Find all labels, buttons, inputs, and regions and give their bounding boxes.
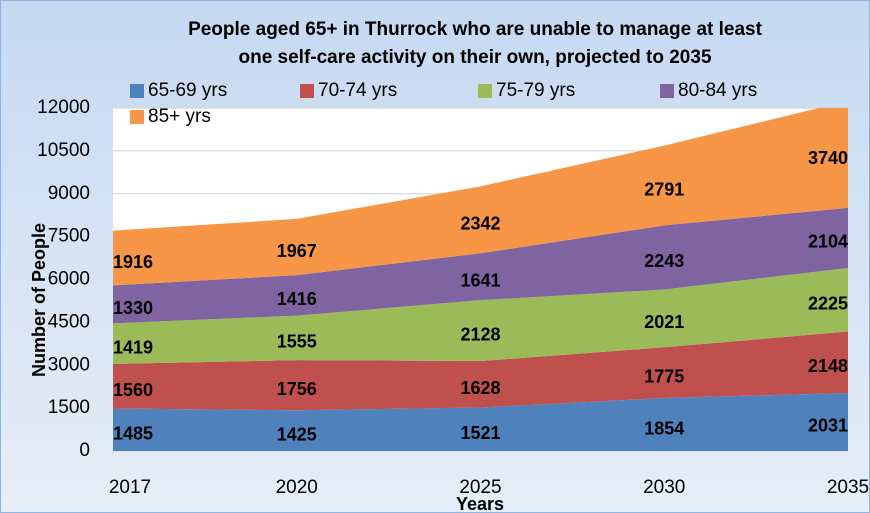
y-tick-label: 12000 [37,97,90,118]
chart-title: People aged 65+ in Thurrock who are unab… [188,19,763,40]
legend-swatch [660,84,674,98]
legend-label: 80-84 yrs [678,80,757,101]
area [113,392,848,451]
area [113,207,848,324]
data-label: 2791 [644,179,684,199]
legend-label: 70-74 yrs [318,80,397,101]
legend-swatch [130,110,144,124]
data-label: 1641 [460,270,500,290]
legend-swatch [300,84,314,98]
y-tick-label: 4500 [48,311,90,332]
legend-swatch [130,84,144,98]
data-label: 2128 [460,324,500,344]
x-tick-label: 2025 [459,477,501,498]
area [113,108,848,286]
data-label: 1560 [113,380,153,400]
y-tick-label: 0 [79,440,90,461]
data-label: 1854 [644,418,684,438]
data-label: 2021 [644,312,684,332]
legend-label: 65-69 yrs [148,80,227,101]
data-label: 1628 [460,378,500,398]
x-tick-label: 2030 [643,477,685,498]
y-tick-label: 10500 [37,140,90,161]
x-axis-title: Years [456,494,504,513]
x-tick-label: 2035 [827,477,869,498]
y-axis-title: Number of People [29,223,49,377]
data-label: 1916 [113,252,153,272]
y-tick-label: 6000 [48,269,90,290]
data-label: 3740 [808,148,848,168]
y-tick-label: 3000 [48,354,90,375]
data-label: 1521 [460,423,500,443]
area [113,331,848,411]
area [113,267,848,364]
data-label: 1425 [277,424,317,444]
data-label: 1416 [277,289,317,309]
data-label: 2243 [644,251,684,271]
data-label: 2342 [460,214,500,234]
data-label: 1967 [277,241,317,261]
data-label: 1485 [113,424,153,444]
data-label: 1756 [277,379,317,399]
data-label: 2031 [808,416,848,436]
data-label: 2225 [808,294,848,314]
y-tick-label: 9000 [48,183,90,204]
y-tick-label: 7500 [48,226,90,247]
legend-swatch [478,84,492,98]
y-tick-label: 1500 [48,397,90,418]
data-label: 1330 [113,298,153,318]
legend-label: 85+ yrs [148,106,211,127]
data-label: 2104 [808,232,848,252]
data-label: 1555 [277,332,317,352]
x-tick-label: 2017 [109,477,151,498]
x-tick-label: 2020 [276,477,318,498]
data-label: 1775 [644,366,684,386]
data-label: 1419 [113,337,153,357]
data-label: 2148 [808,356,848,376]
areas [113,108,848,451]
legend-label: 75-79 yrs [496,80,575,101]
chart-title: one self-care activity on their own, pro… [238,47,711,68]
